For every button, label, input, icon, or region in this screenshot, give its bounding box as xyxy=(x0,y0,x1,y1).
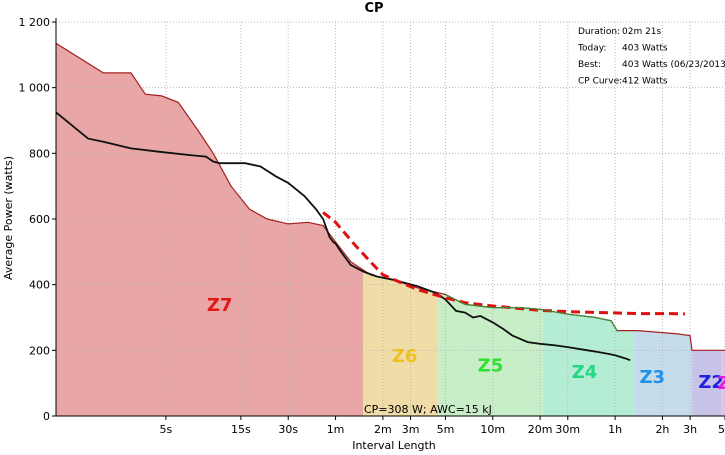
x-tick-label: 20m xyxy=(528,423,553,436)
x-tick-label: 3m xyxy=(402,423,420,436)
info-label: Today: xyxy=(577,44,606,54)
x-tick-label: 1m xyxy=(327,423,345,436)
axes: 0 200 400 600 800 1 000 1 200 5s 15s 30s 1m 2m 3m 5m 1… xyxy=(19,16,725,436)
x-tick-label: 10m xyxy=(480,423,505,436)
x-tick-label: 5h xyxy=(718,423,725,436)
info-value: 403 Watts xyxy=(622,44,668,54)
chart-title: CP xyxy=(364,1,383,16)
info-label: Duration: xyxy=(578,27,620,37)
zone-label-z5: Z5 xyxy=(478,356,504,377)
x-tick-label: 30m xyxy=(555,423,580,436)
info-value: 403 Watts (06/23/2013) xyxy=(622,60,725,70)
info-label: Best: xyxy=(578,60,601,70)
x-tick-label: 5m xyxy=(437,423,455,436)
info-label: CP Curve: xyxy=(578,77,622,87)
best-segment-outline xyxy=(445,293,618,331)
zone-fill-z7 xyxy=(56,43,364,416)
zone-label-z6: Z6 xyxy=(392,346,418,367)
zone-label-z: Z xyxy=(717,373,725,394)
y-tick-label: 600 xyxy=(29,213,50,226)
zone-label-z4: Z4 xyxy=(572,362,598,383)
zone-fill-z2 xyxy=(692,350,725,416)
zone-fill-z5 xyxy=(438,292,543,416)
series-cp-curve xyxy=(322,211,685,316)
x-tick-label: 2m xyxy=(374,423,392,436)
y-tick-label: 1 000 xyxy=(19,82,51,95)
y-tick-label: 400 xyxy=(29,279,50,292)
x-tick-label: 1h xyxy=(608,423,622,436)
zone-fill-z4 xyxy=(542,309,634,416)
y-axis-label: Average Power (watts) xyxy=(2,156,15,280)
y-tick-label: 800 xyxy=(29,147,50,160)
zone-labels: Z7 Z6 Z5 Z4 Z3 Z2Z xyxy=(207,295,725,394)
x-tick-label: 3h xyxy=(683,423,697,436)
y-tick-label: 1 200 xyxy=(19,16,51,29)
power-zones xyxy=(56,43,725,416)
zone-label-z3: Z3 xyxy=(639,367,665,388)
x-axis-label: Interval Length xyxy=(352,439,436,452)
y-tick-label: 0 xyxy=(43,410,50,423)
y-tick-label: 200 xyxy=(29,344,50,357)
zone-fill-z6 xyxy=(363,270,439,416)
info-box: Duration: 02m 21s Today: 403 Watts Best: 403 … xyxy=(577,27,725,87)
series-today xyxy=(56,111,631,362)
cp-annotation: CP=308 W; AWC=15 kJ xyxy=(364,403,492,416)
power-curves xyxy=(56,42,725,362)
x-tick-label: 5s xyxy=(160,423,173,436)
x-tick-label: 15s xyxy=(231,423,251,436)
info-value: 02m 21s xyxy=(622,27,662,37)
x-tick-label: 30s xyxy=(278,423,298,436)
info-value: 412 Watts xyxy=(622,77,668,87)
zone-fill-z1 xyxy=(721,350,725,416)
x-tick-label: 2h xyxy=(655,423,669,436)
zone-label-z7: Z7 xyxy=(207,295,233,316)
zone-label-z2: Z2 xyxy=(698,372,724,393)
